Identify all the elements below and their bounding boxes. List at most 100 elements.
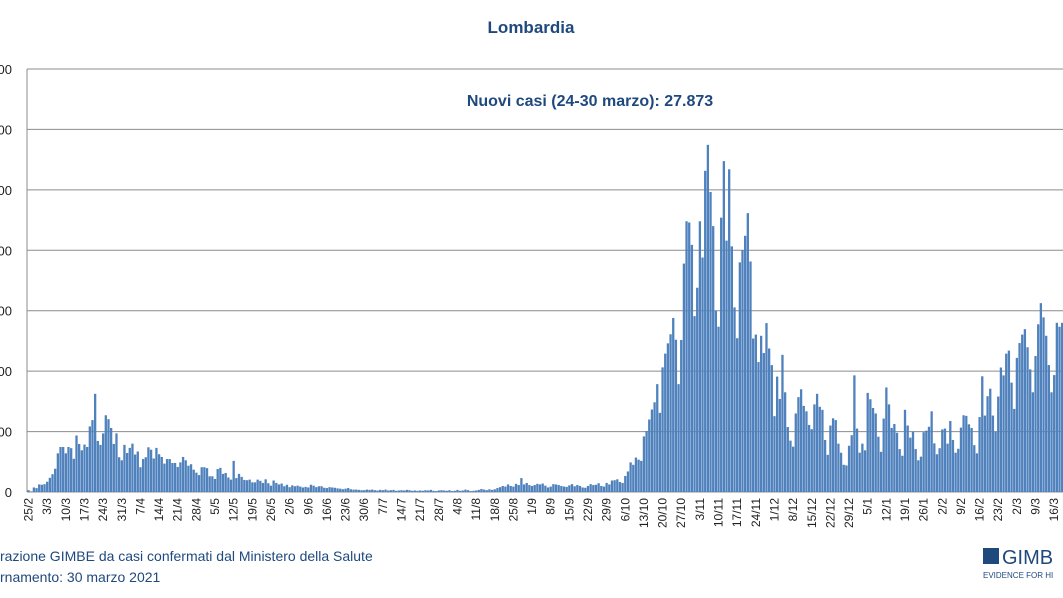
bar [456, 489, 459, 492]
x-tick-label: 23/2 [991, 498, 1005, 522]
bar [1039, 303, 1043, 492]
bar [874, 413, 877, 492]
bar [554, 484, 558, 492]
bar [791, 446, 795, 492]
bar [498, 487, 502, 492]
bar [120, 460, 123, 492]
x-tick-label: 7/4 [133, 498, 147, 515]
bar [403, 490, 406, 492]
x-tick-label: 29/12 [842, 498, 856, 528]
bar [720, 217, 723, 492]
bar [51, 474, 54, 492]
bar [602, 486, 606, 492]
bar [75, 435, 78, 492]
bar [341, 489, 345, 492]
x-tick-label: 9/2 [954, 498, 968, 515]
bar [760, 335, 763, 492]
bar [605, 482, 608, 492]
bar [885, 387, 888, 492]
bar [344, 488, 347, 492]
bar [315, 487, 318, 492]
bar [445, 490, 448, 492]
bar [88, 426, 91, 492]
logo-tagline: EVIDENCE FOR HI [983, 571, 1053, 580]
bar [981, 376, 984, 492]
bar [389, 490, 393, 492]
bar [781, 354, 784, 492]
bar [815, 393, 819, 492]
x-tick-label: 22/12 [823, 498, 837, 528]
x-tick-label: 10/11 [712, 498, 726, 527]
bar [552, 484, 555, 492]
bar [205, 468, 209, 492]
bar [62, 446, 65, 492]
bar [879, 451, 883, 492]
bar [504, 486, 507, 492]
bar [938, 448, 941, 492]
bar [245, 480, 249, 492]
bar [160, 456, 163, 492]
bar [187, 465, 190, 492]
bar [485, 490, 488, 492]
bar [645, 430, 648, 492]
bar [70, 448, 73, 492]
x-tick-label: 21/4 [171, 498, 185, 522]
y-tick-label: 14.000 [0, 62, 12, 77]
bar [283, 486, 286, 492]
x-tick-label: 2/2 [935, 498, 949, 515]
bar [656, 384, 659, 492]
bar [701, 257, 704, 492]
bar [754, 334, 757, 492]
bar [275, 482, 278, 492]
bar [1034, 356, 1037, 492]
bar [752, 338, 755, 492]
bar [1015, 357, 1019, 492]
bar [826, 454, 829, 492]
bar [829, 425, 832, 492]
bar [360, 490, 363, 492]
bar [562, 486, 566, 492]
x-tick-label: 26/5 [264, 498, 278, 522]
bar [957, 448, 960, 492]
bar [549, 486, 552, 492]
bar [86, 446, 89, 492]
bar [789, 440, 792, 492]
bar [746, 213, 749, 493]
plot: 0 2.000 4.000 6.000 8.000 10.000 12.000 14.000 2… [0, 62, 1063, 528]
bar [680, 340, 683, 492]
bar [506, 484, 510, 492]
bar [355, 489, 358, 492]
bar [914, 449, 917, 492]
bar [123, 444, 126, 492]
bar [301, 487, 305, 492]
bar [629, 462, 632, 492]
bar [232, 460, 235, 492]
bar [909, 437, 912, 492]
bar [1047, 365, 1051, 492]
bar [197, 475, 201, 492]
bar [837, 443, 840, 492]
bar [285, 484, 289, 492]
bar [624, 475, 627, 492]
bar [813, 404, 816, 492]
bar [965, 415, 968, 492]
x-tick-label: 8/9 [544, 498, 558, 515]
bar [107, 419, 110, 492]
bar [227, 477, 230, 492]
bar [762, 353, 765, 492]
x-tick-label: 25/8 [506, 498, 520, 522]
bar [858, 452, 861, 492]
bar [541, 483, 544, 492]
bar [392, 489, 395, 492]
x-tick-label: 5/5 [208, 498, 222, 515]
bar [477, 489, 480, 492]
bar [482, 489, 486, 492]
bar [685, 221, 688, 492]
bar [264, 479, 267, 492]
bar [147, 447, 150, 492]
bar [669, 334, 672, 492]
x-tick-label: 25/2 [22, 498, 36, 522]
bar [869, 399, 872, 492]
bar [259, 480, 262, 492]
bar [48, 477, 52, 492]
